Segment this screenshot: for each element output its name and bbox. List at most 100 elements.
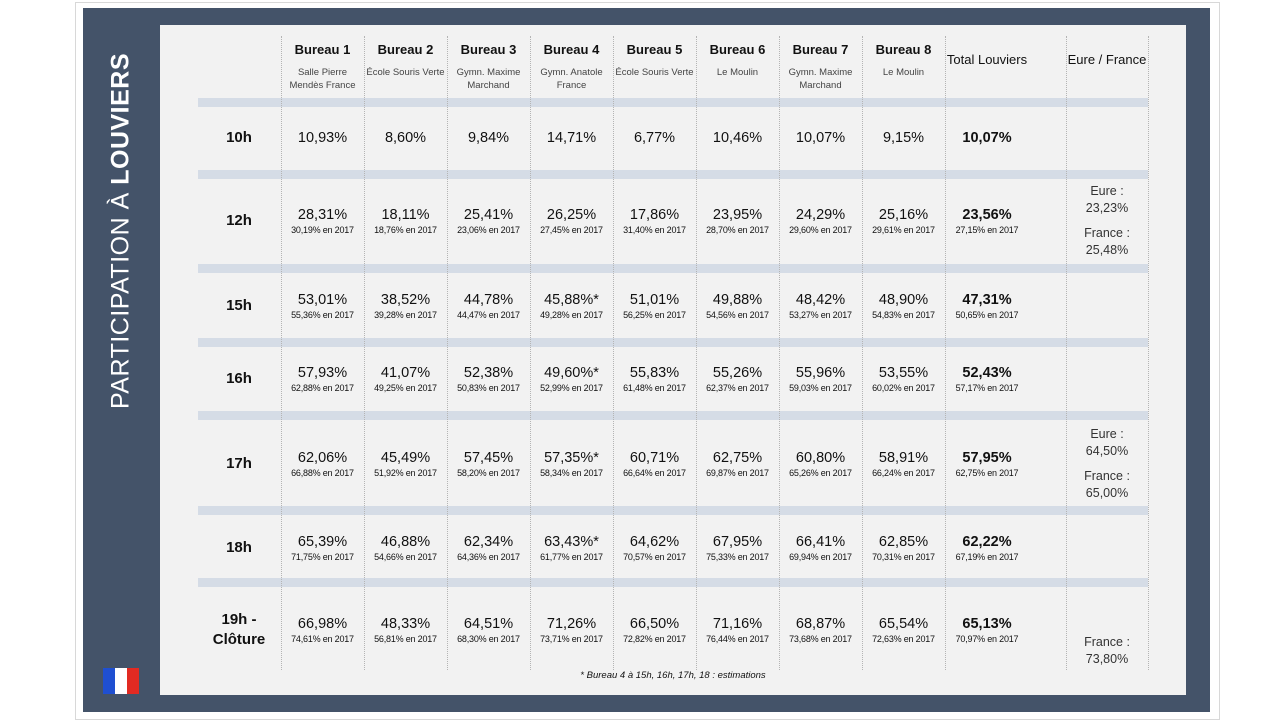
total-previous-2017: 27,15% en 2017 [955, 224, 1019, 235]
participation-value: 62,75% [712, 449, 763, 466]
column-header-location: Le Moulin [882, 67, 925, 78]
column-header-bureau-5: Bureau 5 École Souris Verte [613, 25, 696, 79]
row-label-time: 16h [226, 370, 252, 387]
row-label-time: 10h [226, 129, 252, 146]
previous-value-2017: 72,82% en 2017 [623, 633, 686, 644]
row-label-time: 12h [226, 212, 252, 229]
participation-value: 62,85% [878, 533, 929, 550]
table-cell: 45,88%* 49,28% en 2017 [530, 292, 613, 321]
table-cell: 38,52% 39,28% en 2017 [364, 292, 447, 321]
column-header-bureau-6: Bureau 6 Le Moulin [696, 25, 779, 79]
column-header-bureau-3: Bureau 3 Gymn. Maxime Marchand [447, 25, 530, 92]
table-cell: 10,07% [779, 130, 862, 147]
participation-value: 65,54% [878, 615, 929, 632]
previous-value-2017: 27,45% en 2017 [540, 224, 603, 235]
participation-value: 68,87% [795, 615, 846, 632]
table-cell: 68,87% 73,68% en 2017 [779, 616, 862, 645]
column-divider [862, 36, 863, 670]
row-label-time: 19h - Clôture [212, 611, 266, 648]
column-header-location: Salle Pierre Mendès France [289, 67, 356, 91]
previous-value-2017: 49,28% en 2017 [540, 309, 603, 320]
column-header-name: Bureau 5 [626, 42, 683, 57]
table-cell: 48,42% 53,27% en 2017 [779, 292, 862, 321]
column-divider [613, 36, 614, 670]
eure-france-value: 64,50% [1085, 444, 1129, 458]
participation-value: 64,62% [629, 533, 680, 550]
table-cell: 6,77% [613, 130, 696, 147]
total-previous-2017: 57,17% en 2017 [955, 382, 1019, 393]
total-cell: 62,22% 67,19% en 2017 [945, 534, 1029, 563]
participation-value: 60,71% [629, 449, 680, 466]
table-cell: 10,93% [281, 130, 364, 147]
participation-value: 41,07% [380, 364, 431, 381]
table-cell: 67,95% 75,33% en 2017 [696, 534, 779, 563]
eure-france-label: France : [1084, 635, 1130, 649]
participation-value: 10,93% [297, 129, 348, 146]
previous-value-2017: 29,60% en 2017 [789, 224, 852, 235]
participation-value: 66,41% [795, 533, 846, 550]
column-divider [779, 36, 780, 670]
table-cell: 66,50% 72,82% en 2017 [613, 616, 696, 645]
participation-value: 46,88% [380, 533, 431, 550]
previous-value-2017: 18,76% en 2017 [374, 224, 437, 235]
column-divider [696, 36, 697, 670]
eure-france-value: 65,00% [1085, 486, 1129, 500]
previous-value-2017: 70,57% en 2017 [623, 551, 686, 562]
participation-value: 57,45% [463, 449, 514, 466]
previous-value-2017: 76,44% en 2017 [706, 633, 769, 644]
eure-france-label: France : [1084, 226, 1130, 240]
table-cell: 45,49% 51,92% en 2017 [364, 450, 447, 479]
row-separator [198, 411, 1148, 420]
table-cell: 66,41% 69,94% en 2017 [779, 534, 862, 563]
previous-value-2017: 62,37% en 2017 [706, 382, 769, 393]
table-cell: 8,60% [364, 130, 447, 147]
previous-value-2017: 68,30% en 2017 [457, 633, 520, 644]
participation-value: 66,50% [629, 615, 680, 632]
previous-value-2017: 66,64% en 2017 [623, 467, 686, 478]
participation-value: 60,80% [795, 449, 846, 466]
column-header-bureau-4: Bureau 4 Gymn. Anatole France [530, 25, 613, 92]
participation-value: 24,29% [795, 206, 846, 223]
participation-value: 71,26% [546, 615, 597, 632]
table-cell: 62,85% 70,31% en 2017 [862, 534, 945, 563]
row-label-time: 15h [226, 297, 252, 314]
row-separator [198, 506, 1148, 515]
french-flag-icon [103, 668, 139, 694]
column-header-name: Bureau 1 [294, 42, 351, 57]
table-cell: 55,96% 59,03% en 2017 [779, 365, 862, 394]
table-cell: 62,06% 66,88% en 2017 [281, 450, 364, 479]
column-divider [945, 36, 946, 670]
participation-value: 38,52% [380, 291, 431, 308]
table-cell: 10,46% [696, 130, 779, 147]
previous-value-2017: 58,34% en 2017 [540, 467, 603, 478]
column-divider [1148, 36, 1149, 670]
total-previous-2017: 62,75% en 2017 [955, 467, 1019, 478]
participation-value: 51,01% [629, 291, 680, 308]
total-cell: 65,13% 70,97% en 2017 [945, 616, 1029, 645]
participation-value: 52,38% [463, 364, 514, 381]
table-cell: 41,07% 49,25% en 2017 [364, 365, 447, 394]
previous-value-2017: 72,63% en 2017 [872, 633, 935, 644]
previous-value-2017: 52,99% en 2017 [540, 382, 603, 393]
table-cell: 58,91% 66,24% en 2017 [862, 450, 945, 479]
participation-value: 23,95% [712, 206, 763, 223]
total-cell: 23,56% 27,15% en 2017 [945, 207, 1029, 236]
previous-value-2017: 66,24% en 2017 [872, 467, 935, 478]
participation-value: 53,55% [878, 364, 929, 381]
table-cell: 14,71% [530, 130, 613, 147]
previous-value-2017: 31,40% en 2017 [623, 224, 686, 235]
previous-value-2017: 59,03% en 2017 [789, 382, 852, 393]
column-header-bureau-7: Bureau 7 Gymn. Maxime Marchand [779, 25, 862, 92]
total-value: 23,56% [962, 206, 1012, 223]
previous-value-2017: 50,83% en 2017 [457, 382, 520, 393]
participation-value: 44,78% [463, 291, 514, 308]
participation-value: 62,34% [463, 533, 514, 550]
participation-value: 53,01% [297, 291, 348, 308]
row-separator [198, 170, 1148, 179]
total-value: 52,43% [962, 364, 1012, 381]
eure-france-value: 23,23% [1085, 201, 1129, 215]
participation-value: 26,25% [546, 206, 597, 223]
previous-value-2017: 56,81% en 2017 [374, 633, 437, 644]
previous-value-2017: 60,02% en 2017 [872, 382, 935, 393]
title-light: PARTICIPATION À [106, 184, 135, 410]
